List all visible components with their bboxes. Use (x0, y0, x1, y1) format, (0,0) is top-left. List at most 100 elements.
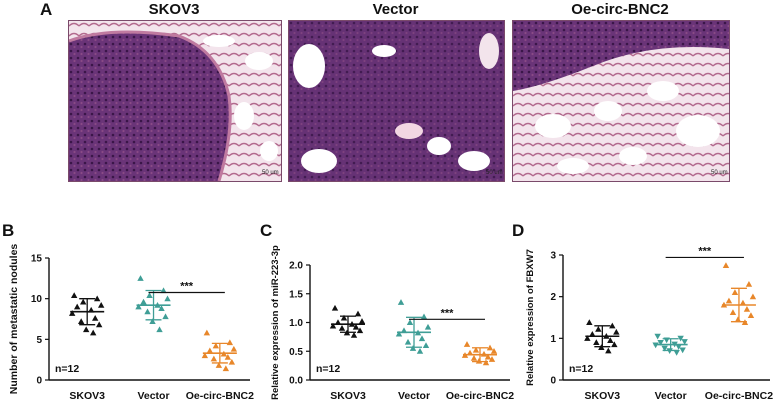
panel-c-y-tick-label: 0.0 (289, 376, 303, 387)
panel-c-x-tick-label: Vector (398, 390, 430, 402)
panel-d-data-point (745, 280, 753, 287)
panel-c-y-tick-label: 0.5 (289, 347, 303, 358)
panel-d-data-point (739, 299, 747, 306)
panel-c-y-tick-label: 2.0 (289, 261, 303, 272)
panel-c-data-point (356, 327, 364, 334)
panel-d-y-tick-label: 3 (550, 251, 556, 262)
panel-d-data-point (666, 348, 673, 355)
panel-d-data-point (613, 328, 620, 335)
panel-b-data-point (91, 314, 99, 321)
panel-c-data-point (488, 356, 496, 362)
panel-b-data-point (89, 329, 97, 336)
scale-bar-vector: 50 um (486, 170, 503, 176)
image-title-vector: Vector (372, 1, 419, 18)
panel-c-data-point (470, 354, 478, 361)
panel-b-data-point (79, 298, 87, 305)
panel-d-data-point (749, 293, 757, 300)
panel-c-data-point (490, 348, 498, 354)
panel-d-data-point (586, 319, 593, 326)
panel-d-data-point (743, 305, 751, 312)
panel-b-data-point (212, 342, 220, 349)
panel-b-data-point (203, 329, 211, 336)
panel-b-data-point (228, 358, 236, 365)
panel-c-y-tick-label: 1.0 (289, 318, 303, 329)
panel-c-y-tick-label: 1.5 (289, 289, 303, 300)
panel-c-data-point (358, 318, 366, 324)
panel-b-y-tick-label: 5 (36, 335, 42, 346)
panel-c-data-point (352, 323, 360, 330)
panel-b-data-point (140, 298, 147, 305)
scale-bar-skov3: 50 um (262, 170, 279, 176)
panel-b-data-point (164, 295, 171, 302)
panel-d-y-tick-label: 0 (550, 376, 556, 387)
panel-b-data-point (215, 362, 223, 368)
scale-bar-oe-circ-bnc2: 50 um (711, 170, 728, 176)
panel-d-data-point (731, 289, 739, 296)
panel-c-data-point (340, 314, 348, 321)
histology-image-vector (288, 20, 505, 182)
panel-d-data-point (673, 349, 680, 356)
panel-c-data-point (397, 299, 405, 305)
panel-b-data-point (137, 275, 144, 281)
panel-c-letter: C (260, 221, 272, 240)
panel-d-data-point (584, 335, 591, 341)
panel-b-data-point (135, 303, 142, 310)
panel-c-data-point (420, 313, 428, 320)
panel-d-x-tick-label: SKOV3 (585, 390, 621, 402)
panel-c-data-point (463, 341, 471, 347)
panel-d-data-point (722, 262, 730, 268)
panel-b-data-point (73, 303, 81, 310)
panel-c-data-point (329, 322, 337, 329)
panel-b-x-tick-label: Oe-circ-BNC2 (186, 390, 254, 402)
panel-c-data-point (404, 338, 412, 345)
panel-d-data-point (589, 330, 596, 337)
panel-c-x-tick-label: Oe-circ-BNC2 (446, 390, 514, 402)
panel-b-y-tick-label: 15 (31, 254, 43, 265)
panel-b-data-point (82, 326, 90, 333)
panel-c-data-point (416, 348, 424, 354)
panel-d-data-point (657, 339, 664, 346)
panel-c-data-point (486, 344, 494, 351)
panel-c-data-point (350, 331, 358, 338)
panel-d-data-point (661, 345, 668, 352)
panel-b-data-point (97, 301, 105, 308)
panel-b-y-axis-label: Number of metastatic nodules (8, 244, 20, 395)
panel-b-significance-label: *** (180, 281, 194, 293)
panel-b-data-point (210, 355, 218, 362)
panel-b-sample-size-note: n=12 (55, 363, 79, 375)
panel-b-data-point (224, 354, 232, 360)
panel-c-data-point (354, 310, 362, 317)
panel-b-y-tick-label: 0 (36, 376, 42, 387)
histology-image-oe-circ-bnc2 (512, 20, 730, 182)
panel-b-x-tick-label: SKOV3 (69, 390, 105, 402)
panel-c-data-point (331, 304, 339, 311)
panel-b-data-point (77, 318, 85, 324)
panel-b-y-tick-label: 10 (31, 294, 43, 305)
panel-b-data-point (156, 326, 163, 333)
panel-b-data-point (70, 292, 78, 298)
panel-d-y-tick-label: 2 (550, 292, 556, 303)
panel-c-significance-label: *** (441, 307, 455, 319)
panel-d-y-axis-label: Relative expression of FBXW7 (525, 249, 536, 386)
panel-d-sample-size-note: n=12 (569, 363, 593, 375)
panel-c-data-point (338, 325, 346, 331)
panel-d-data-point (593, 339, 600, 346)
panel-d-data-point (675, 344, 682, 350)
panel-d-data-point (607, 337, 614, 343)
panel-b-data-point (201, 352, 209, 359)
panel-b-data-point (95, 321, 103, 328)
panel-d-data-point (679, 347, 686, 354)
panel-c-data-point (472, 346, 480, 353)
panel-d-data-point (611, 341, 618, 348)
panel-c-data-point (482, 359, 490, 366)
panel-d-data-point (677, 335, 684, 342)
panel-d-letter: D (512, 221, 524, 240)
panel-b-letter: B (2, 221, 14, 240)
panel-c-data-point (406, 319, 414, 326)
panel-d-data-point (595, 325, 602, 332)
panel-b-data-point (206, 347, 214, 354)
panel-d-data-point (725, 297, 733, 304)
panel-c-data-point (395, 330, 403, 337)
panel-b-data-point (162, 313, 169, 320)
